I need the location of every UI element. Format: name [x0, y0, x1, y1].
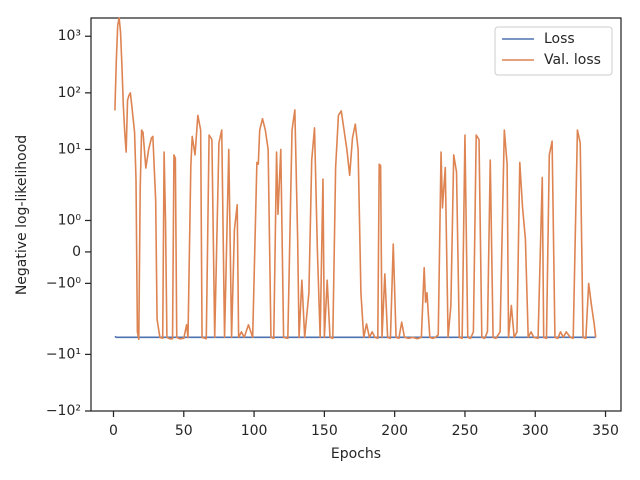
x-tick-label: 150: [311, 423, 338, 439]
x-tick-label: 250: [452, 423, 479, 439]
x-tick-label: 300: [522, 423, 549, 439]
x-tick-label: 100: [241, 423, 268, 439]
y-tick-label: 10¹: [58, 141, 81, 157]
y-tick-label: 10³: [58, 28, 81, 44]
x-tick-label: 350: [592, 423, 619, 439]
y-tick-label: −10²: [46, 403, 81, 419]
y-tick-label: 10²: [58, 85, 81, 101]
x-tick-label: 0: [109, 423, 118, 439]
y-tick-label: 10⁰: [58, 212, 82, 228]
plot-frame: [90, 17, 622, 412]
x-tick-label: 50: [175, 423, 193, 439]
x-axis-label: Epochs: [331, 446, 381, 462]
line-series: [114, 17, 597, 341]
x-tick-label: 200: [381, 423, 408, 439]
y-tick-label: −10⁰: [46, 275, 82, 291]
y-tick-label: −10¹: [46, 346, 81, 362]
y-tick-label: 0: [72, 244, 81, 260]
legend-label: Val. loss: [544, 52, 601, 68]
legend-label: Loss: [544, 31, 575, 47]
line-series: [114, 335, 596, 339]
y-axis-label: Negative log-likelihood: [14, 135, 30, 295]
